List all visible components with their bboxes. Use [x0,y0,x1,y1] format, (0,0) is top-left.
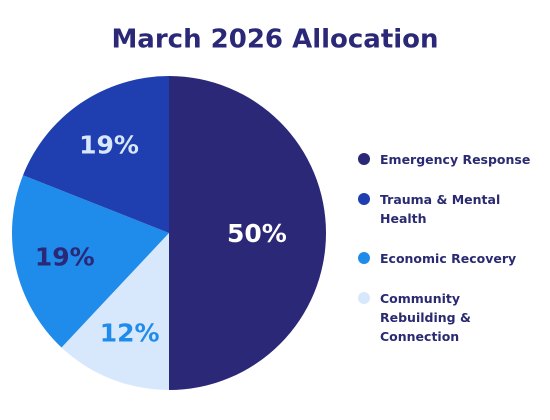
legend-label: Economic Recovery [380,251,517,266]
pie-slice [11,175,169,348]
legend-item: Emergency Response [358,150,538,169]
slice-label: 19% [35,242,95,271]
slice-label: 12% [100,318,160,347]
legend-swatch [358,292,370,304]
legend-label: Community Rebuilding & Connection [380,291,471,344]
legend-item: Trauma & Mental Health [358,190,538,228]
legend-swatch [358,193,370,205]
pie-slice [61,233,169,390]
slice-label: 50% [227,219,287,248]
pie-slice [23,76,170,233]
legend-swatch [358,252,370,264]
pie-slice [169,76,326,390]
legend-item: Community Rebuilding & Connection [358,289,538,346]
slice-label: 19% [79,131,139,160]
legend-item: Economic Recovery [358,249,538,268]
chart-title: March 2026 Allocation [111,25,438,55]
legend-swatch [358,153,370,165]
legend-label: Trauma & Mental Health [380,192,501,226]
legend-label: Emergency Response [380,152,531,167]
legend: Emergency Response Trauma & Mental Health… [358,150,538,367]
